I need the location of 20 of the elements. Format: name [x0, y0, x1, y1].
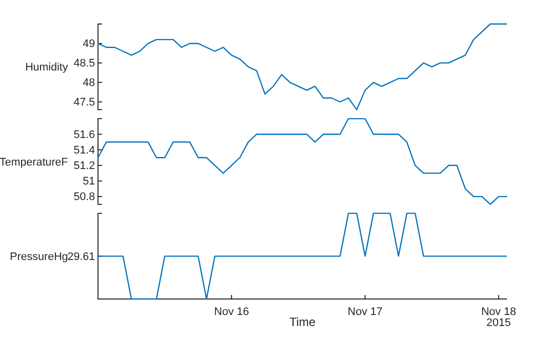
x-tick-label: Nov 16: [214, 306, 249, 318]
y-tick-label: 51.4: [74, 144, 95, 156]
y-tick-label: 49: [82, 38, 95, 50]
y-axis-title: Humidity: [25, 62, 68, 74]
y-tick-label: 50.8: [74, 191, 95, 204]
y-tick-label: 51.6: [74, 128, 95, 141]
y-tick-label: 48: [82, 76, 95, 89]
y-tick-label: 47.5: [74, 96, 95, 108]
y-tick-label: 48.5: [74, 57, 95, 70]
x-tick-label: Nov 18: [481, 306, 516, 318]
text: 2015: [486, 317, 511, 329]
y-axis-title: PressureHg: [10, 251, 68, 264]
line-series: [97, 23, 508, 110]
text: 29.61: [67, 251, 95, 264]
x-tick-label: Nov 17: [348, 306, 383, 318]
y-tick-label: 51.2: [74, 160, 95, 172]
line-series: [97, 118, 508, 205]
x-axis-title: Time: [289, 315, 316, 329]
y-tick-label: 51: [82, 175, 95, 188]
y-axis-title: TemperatureF: [0, 156, 68, 168]
